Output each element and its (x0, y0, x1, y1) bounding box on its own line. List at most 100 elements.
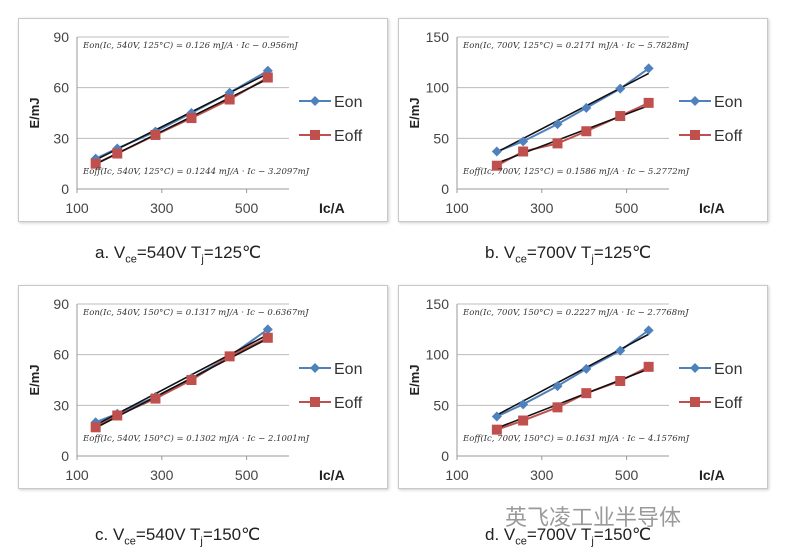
legend-label-eoff: Eoff (714, 395, 743, 412)
fit-equation-eon: Eon(Ic, 700V, 150°C) = 0.2227 mJ/A · Ic … (463, 308, 689, 318)
x-tick-label: 500 (615, 200, 639, 216)
y-tick-label: 50 (433, 397, 449, 413)
chart-panel-b: 0 50 100 150 100 300 500 Ic/A E/mJ Eon Eoff Eon(Ic,… (398, 18, 768, 222)
data-point-eoff (150, 393, 161, 404)
caption-d: d. Vce=700V Tj=150℃ (485, 525, 652, 548)
legend-label-eon: Eon (714, 94, 742, 111)
data-point-eoff (112, 148, 123, 159)
data-point-eoff (491, 424, 502, 435)
fit-equation-eoff: Eoff(Ic, 700V, 125°C) = 0.1586 mJ/A · Ic… (463, 167, 690, 177)
fit-line-eon (95, 334, 269, 426)
data-point-eoff (150, 129, 161, 140)
data-point-eoff (643, 97, 654, 108)
y-axis-label: E/mJ (407, 364, 422, 395)
chart-panel-a: 0 30 60 90 100 300 500 Ic/A E/mJ Eon Eoff Eon(Ic, 5… (18, 18, 388, 222)
data-point-eoff (262, 72, 273, 83)
legend-marker (690, 130, 700, 140)
data-point-eon (581, 102, 592, 113)
data-point-eon (552, 119, 563, 130)
y-tick-label: 50 (433, 130, 449, 146)
fit-equation-eon: Eon(Ic, 540V, 125°C) = 0.126 mJ/A · Ic −… (83, 41, 298, 51)
y-tick-label: 0 (441, 181, 449, 197)
data-point-eon (491, 411, 502, 422)
legend-label-eon: Eon (334, 94, 362, 111)
data-point-eoff (224, 351, 235, 362)
legend-marker (690, 397, 700, 407)
y-tick-label: 90 (53, 29, 69, 45)
caption-a: a. Vce=540V Tj=125℃ (95, 243, 262, 266)
data-point-eon (581, 363, 592, 374)
x-tick-label: 500 (235, 467, 259, 483)
y-tick-label: 30 (53, 397, 69, 413)
legend-marker (690, 96, 700, 106)
data-point-eoff (552, 402, 563, 413)
y-axis-label: E/mJ (407, 97, 422, 128)
y-tick-label: 0 (441, 448, 449, 464)
data-point-eon (643, 63, 654, 74)
chart-svg: 0 50 100 150 100 300 500 Ic/A E/mJ Eon Eoff (407, 296, 743, 483)
chart-panel-d: 0 50 100 150 100 300 500 Ic/A E/mJ Eon Eoff Eon(Ic,… (398, 285, 768, 489)
data-point-eoff (643, 361, 654, 372)
y-tick-label: 0 (61, 448, 69, 464)
y-axis-label: E/mJ (27, 364, 42, 395)
data-point-eoff (186, 375, 197, 385)
y-tick-label: 0 (61, 181, 69, 197)
legend-marker (310, 130, 320, 140)
x-tick-label: 100 (65, 200, 89, 216)
x-tick-label: 300 (530, 200, 554, 216)
fit-line-eon (95, 72, 269, 161)
x-tick-label: 500 (615, 467, 639, 483)
legend-label-eoff: Eoff (334, 128, 363, 145)
data-point-eoff (224, 94, 235, 105)
data-point-eon (643, 325, 654, 336)
data-point-eoff (262, 332, 273, 343)
y-tick-label: 90 (53, 296, 69, 312)
chart-svg: 0 50 100 150 100 300 500 Ic/A E/mJ Eon Eoff (407, 29, 743, 216)
data-point-eon (518, 399, 529, 410)
y-axis-label: E/mJ (27, 97, 42, 128)
x-tick-label: 500 (235, 200, 259, 216)
data-point-eon (518, 136, 529, 147)
legend-label-eon: Eon (334, 361, 362, 378)
data-point-eoff (518, 146, 529, 157)
legend-marker (310, 363, 320, 373)
chart-svg: 0 30 60 90 100 300 500 Ic/A E/mJ Eon Eoff (27, 296, 363, 483)
legend-marker (310, 96, 320, 106)
y-tick-label: 100 (426, 347, 450, 363)
data-point-eoff (186, 113, 197, 124)
data-point-eoff (518, 415, 529, 426)
x-axis-label: Ic/A (319, 467, 345, 483)
series-line-eon (95, 328, 269, 424)
fit-line-eoff (95, 337, 269, 429)
data-point-eon (491, 146, 502, 157)
x-tick-label: 300 (150, 467, 174, 483)
data-point-eoff (615, 376, 626, 387)
y-tick-label: 150 (426, 29, 450, 45)
legend-label-eoff: Eoff (334, 395, 363, 412)
x-axis-label: Ic/A (699, 467, 725, 483)
data-point-eoff (615, 111, 626, 122)
data-point-eoff (581, 388, 592, 399)
data-point-eoff (581, 126, 592, 137)
chart-svg: 0 30 60 90 100 300 500 Ic/A E/mJ Eon Eoff (27, 29, 363, 216)
watermark: 英飞凌工业半导体 (505, 505, 682, 530)
series-line-eon (496, 67, 650, 153)
x-tick-label: 100 (65, 467, 89, 483)
y-tick-label: 150 (426, 296, 450, 312)
fit-equation-eoff: Eoff(Ic, 540V, 125°C) = 0.1244 mJ/A · Ic… (83, 167, 310, 177)
y-tick-label: 30 (53, 130, 69, 146)
x-tick-label: 100 (445, 467, 469, 483)
y-tick-label: 100 (426, 80, 450, 96)
chart-panel-c: 0 30 60 90 100 300 500 Ic/A E/mJ Eon Eoff Eon(Ic, 5… (18, 285, 388, 489)
x-axis-label: Ic/A (319, 200, 345, 216)
fit-equation-eon: Eon(Ic, 700V, 125°C) = 0.2171 mJ/A · Ic … (463, 41, 689, 51)
data-point-eon (552, 381, 563, 392)
data-point-eoff (552, 138, 563, 149)
x-tick-label: 100 (445, 200, 469, 216)
x-tick-label: 300 (530, 467, 554, 483)
fit-equation-eoff: Eoff(Ic, 700V, 150°C) = 0.1631 mJ/A · Ic… (463, 434, 690, 444)
caption-b: b. Vce=700V Tj=125℃ (485, 243, 652, 266)
y-tick-label: 60 (53, 80, 69, 96)
data-point-eon (262, 324, 273, 335)
data-point-eon (615, 345, 626, 356)
